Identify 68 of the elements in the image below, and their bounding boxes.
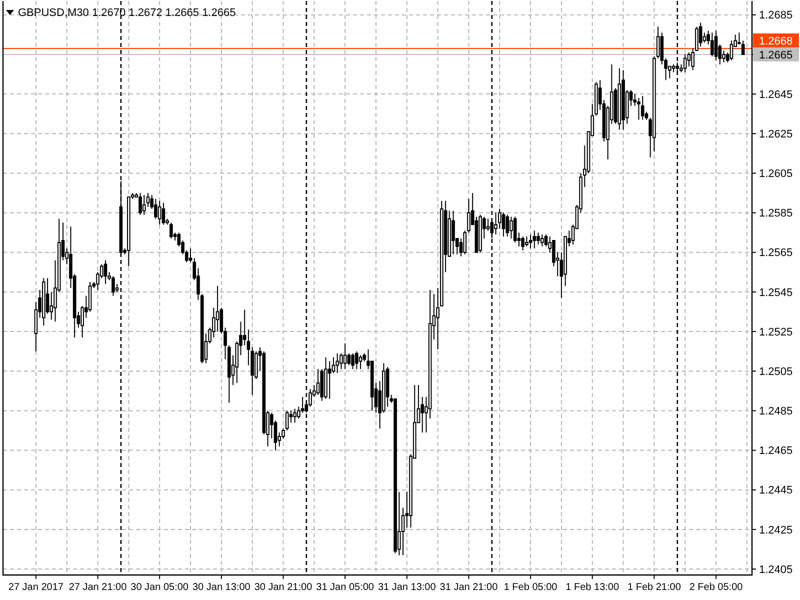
candlestick [452,210,455,255]
candlestick [354,350,358,370]
candlestick [506,214,510,238]
ref-line-label: 1.2668 [759,35,793,48]
candlestick [622,70,625,130]
x-tick-label: 2 Feb 05:00 [689,582,744,593]
candlestick [328,360,332,400]
candlestick [104,260,108,285]
candlestick [127,196,130,267]
candlestick [170,222,173,240]
y-tick-label: 1.2605 [759,168,793,180]
candlestick [683,54,687,73]
candlestick [637,97,640,120]
y-tick-label: 1.2585 [759,208,793,220]
x-tick-label: 1 Feb 05:00 [504,582,558,593]
candlestick [324,356,328,400]
x-tick-label: 1 Feb 21:00 [628,582,682,593]
y-tick-label: 1.2405 [759,564,793,576]
y-tick-label: 1.2625 [759,128,793,140]
candlestick [510,216,513,240]
candlestick [536,232,540,245]
ref-line-label: 1.2665 [759,49,793,62]
x-tick-label: 31 Jan 05:00 [316,582,374,593]
x-tick-label: 27 Jan 2017 [8,582,64,593]
x-tick-label: 30 Jan 13:00 [192,582,251,593]
y-tick-label: 1.2505 [759,366,793,378]
candlestick [521,236,524,251]
candlestick [158,200,162,226]
y-tick-label: 1.2565 [759,247,793,260]
candlestick [513,216,517,243]
x-tick-label: 1 Feb 13:00 [566,582,620,593]
y-tick-label: 1.2485 [759,406,793,418]
candlestick [142,194,146,216]
y-tick-label: 1.2465 [759,445,793,458]
y-tick-label: 1.2685 [759,10,793,22]
candlestick [478,214,482,253]
candlestick [162,202,166,226]
candlestick [502,212,506,238]
candlestick [540,234,544,247]
x-tick-label: 30 Jan 05:00 [130,582,189,593]
candlestick [714,30,718,61]
y-tick-label: 1.2425 [759,524,793,536]
y-tick-label: 1.2445 [759,484,793,497]
candlestick [698,22,702,48]
candlestick [494,212,498,236]
candlestick [640,96,644,120]
x-tick-label: 30 Jan 21:00 [254,582,313,593]
candlestick [394,398,397,554]
x-tick-label: 31 Jan 21:00 [440,582,498,593]
candlestick [532,230,536,249]
candlestick [525,236,528,247]
y-tick-label: 1.2645 [759,88,793,101]
candlestick [293,408,296,424]
candlestick [710,32,714,57]
x-tick-label: 31 Jan 13:00 [378,582,436,593]
candlestick [112,276,115,296]
text: GBPUSD,M30 1.2670 1.2672 1.2665 1.2665 [18,7,236,19]
candlestick [351,352,354,370]
candlestick [42,278,46,326]
y-tick-label: 1.2525 [759,326,793,338]
candlestick [336,352,339,374]
candlestick [618,68,622,130]
x-tick-label: 27 Jan 21:00 [68,582,128,593]
candlestick [138,192,142,216]
candlestick [343,342,347,370]
candlestick [358,354,362,370]
y-tick-label: 1.2545 [759,286,793,299]
candlestick [528,234,532,249]
